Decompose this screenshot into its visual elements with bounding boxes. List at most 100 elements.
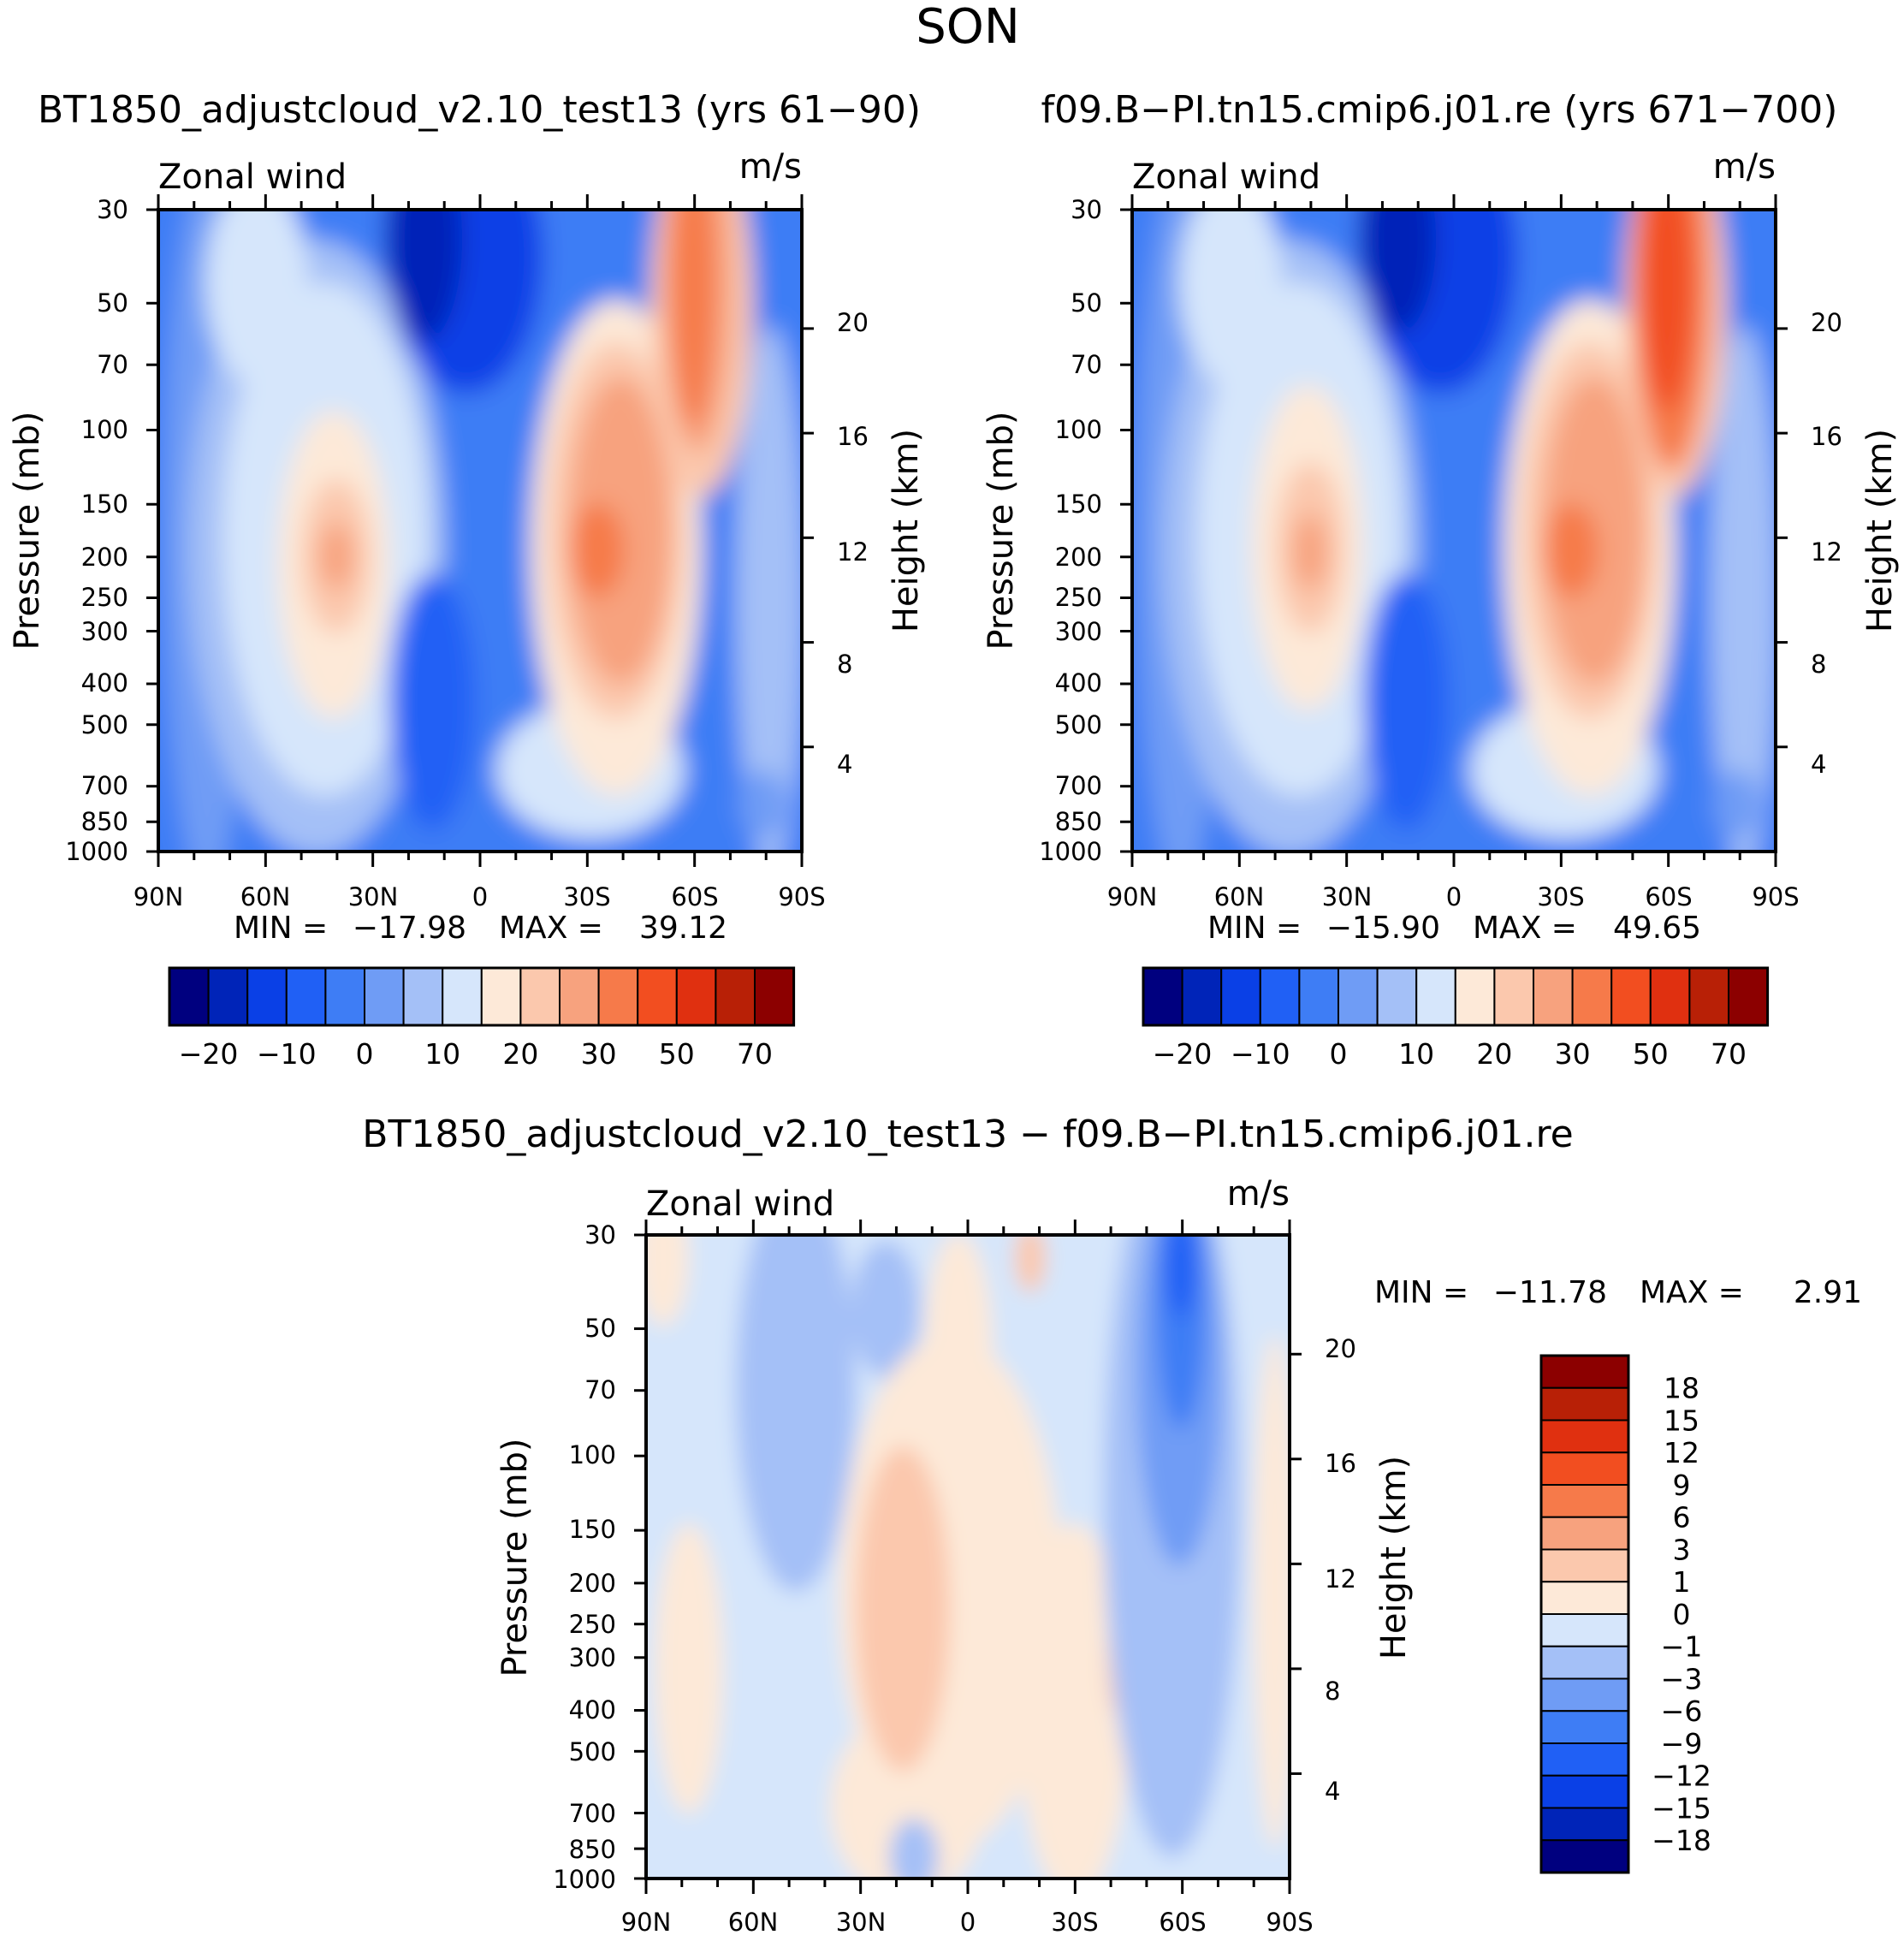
colorbar-swatch [637, 967, 678, 1026]
colorbar-swatch [754, 967, 795, 1026]
pressure-tick-label: 500 [81, 710, 128, 739]
x-tick-label: 90S [778, 882, 825, 911]
units-label: m/s [1713, 147, 1776, 187]
height-tick-label: 8 [1811, 650, 1826, 679]
panel-difference: BT1850_adjustcloud_v2.10_test13 − f09.B−… [362, 1113, 1862, 1935]
colorbar-swatch [1540, 1710, 1629, 1744]
field-blob [205, 210, 308, 385]
colorbar-swatch [1540, 1451, 1629, 1486]
colorbar-swatch [246, 967, 288, 1026]
colorbar-border [168, 966, 796, 1027]
colorbar-swatch [1540, 1774, 1629, 1809]
field-blob [736, 325, 802, 852]
pressure-tick-label: 500 [569, 1737, 616, 1766]
colorbar-label: −1 [1661, 1630, 1703, 1664]
colorbar-swatch [1259, 967, 1301, 1026]
colorbar-swatch [1540, 1645, 1629, 1680]
x-tick-label: 30S [1051, 1908, 1098, 1935]
variable-label: Zonal wind [158, 157, 347, 197]
pressure-tick-label: 700 [569, 1799, 616, 1828]
colorbar-swatch [1533, 967, 1574, 1026]
pressure-tick-label: 250 [81, 583, 128, 612]
colorbar-label: −15 [1652, 1791, 1711, 1825]
variable-label: Zonal wind [646, 1184, 834, 1224]
panel-control-run: f09.B−PI.tn15.cmip6.j01.re (yrs 671−700)… [982, 88, 1900, 1071]
field-blob [924, 1235, 993, 1472]
colorbar-label: 30 [581, 1037, 617, 1071]
colorbar-border [1539, 1354, 1630, 1874]
x-tick-labels: 90N 60N 30N 0 30S 60S 90S [621, 1908, 1314, 1935]
colorbar-swatch [559, 967, 600, 1026]
pressure-tick-label: 100 [1055, 415, 1102, 444]
colorbar-label: −10 [257, 1037, 317, 1071]
pressure-tick-labels: 30 50 70 100 150 200 250 300 400 500 700… [553, 1220, 616, 1894]
pressure-tick-label: 850 [569, 1835, 616, 1864]
height-tick-label: 20 [1325, 1334, 1356, 1363]
height-tick-label: 12 [1811, 537, 1842, 567]
pressure-tick-label: 150 [569, 1515, 616, 1544]
colorbar-swatch [442, 967, 483, 1026]
height-tick-label: 16 [1325, 1449, 1356, 1478]
pressure-tick-label: 850 [81, 807, 128, 836]
colorbar-swatch [1728, 967, 1769, 1026]
pressure-tick-label: 50 [1071, 288, 1102, 318]
field-blob [856, 1446, 950, 1772]
field-blob [319, 522, 353, 591]
colorbar-swatch [1181, 967, 1223, 1026]
pressure-tick-label: 1000 [1039, 837, 1102, 866]
x-tick-label: 90S [1752, 882, 1799, 911]
field-blob [890, 1819, 938, 1879]
field-blob [1713, 770, 1761, 839]
colorbar-label: 15 [1664, 1404, 1699, 1437]
colorbar-swatch [1610, 967, 1652, 1026]
pressure-tick-label: 70 [584, 1375, 616, 1404]
contour-field [158, 210, 802, 852]
pressure-tick-label: 150 [81, 490, 128, 519]
pressure-tick-label: 850 [1055, 807, 1102, 836]
variable-label: Zonal wind [1132, 157, 1320, 197]
height-tick-label: 16 [837, 422, 869, 451]
min-value: −17.98 [353, 911, 466, 946]
colorbar-label: 18 [1664, 1372, 1699, 1405]
x-tick-label: 60N [728, 1908, 779, 1935]
pressure-tick-labels: 30 50 70 100 150 200 250 300 400 500 700… [1039, 195, 1102, 866]
colorbar-label: 10 [1398, 1037, 1434, 1071]
colorbar-label: 20 [502, 1037, 538, 1071]
colorbar-label: 1 [1673, 1565, 1691, 1599]
colorbar-border [1142, 966, 1770, 1027]
colorbar-swatch [1376, 967, 1418, 1026]
pressure-tick-label: 300 [81, 617, 128, 646]
axis-ticks [146, 194, 1788, 1894]
colorbar-swatch [1540, 1386, 1629, 1422]
pressure-tick-label: 50 [584, 1314, 616, 1343]
x-tick-label: 90S [1266, 1908, 1313, 1935]
min-value: −11.78 [1493, 1275, 1607, 1310]
colorbar: −20 −10 0 10 20 30 50 70 [168, 966, 796, 1071]
colorbar-swatch [1540, 1613, 1629, 1647]
x-tick-label: 0 [1446, 882, 1462, 911]
colorbar-swatch [1220, 967, 1261, 1026]
height-tick-label: 20 [837, 308, 869, 337]
colorbar-swatch [675, 967, 717, 1026]
x-tick-label: 30N [348, 882, 399, 911]
height-tick-label: 16 [1811, 422, 1842, 451]
height-tick-label: 4 [1811, 750, 1826, 779]
max-value: 39.12 [639, 911, 727, 946]
colorbar-swatch [1540, 1484, 1629, 1518]
colorbar-swatch [364, 967, 405, 1026]
colorbar-swatch [1540, 1548, 1629, 1583]
colorbar-label: −12 [1652, 1760, 1711, 1793]
colorbar-swatch [1540, 1839, 1629, 1873]
pressure-tick-label: 30 [1071, 195, 1102, 224]
colorbar-swatch [1540, 1355, 1629, 1389]
pressure-tick-label: 1000 [553, 1865, 616, 1894]
colorbar-swatch [1540, 1419, 1629, 1454]
field-blob [646, 1235, 689, 1327]
colorbar-swatch [1540, 1742, 1629, 1777]
x-tick-label: 60N [240, 882, 291, 911]
colorbar-label: 0 [1673, 1598, 1691, 1631]
colorbar-swatch [1540, 1677, 1629, 1712]
colorbar-swatch [1415, 967, 1456, 1026]
colorbar-swatch [1649, 967, 1691, 1026]
field-blob [1710, 325, 1776, 852]
